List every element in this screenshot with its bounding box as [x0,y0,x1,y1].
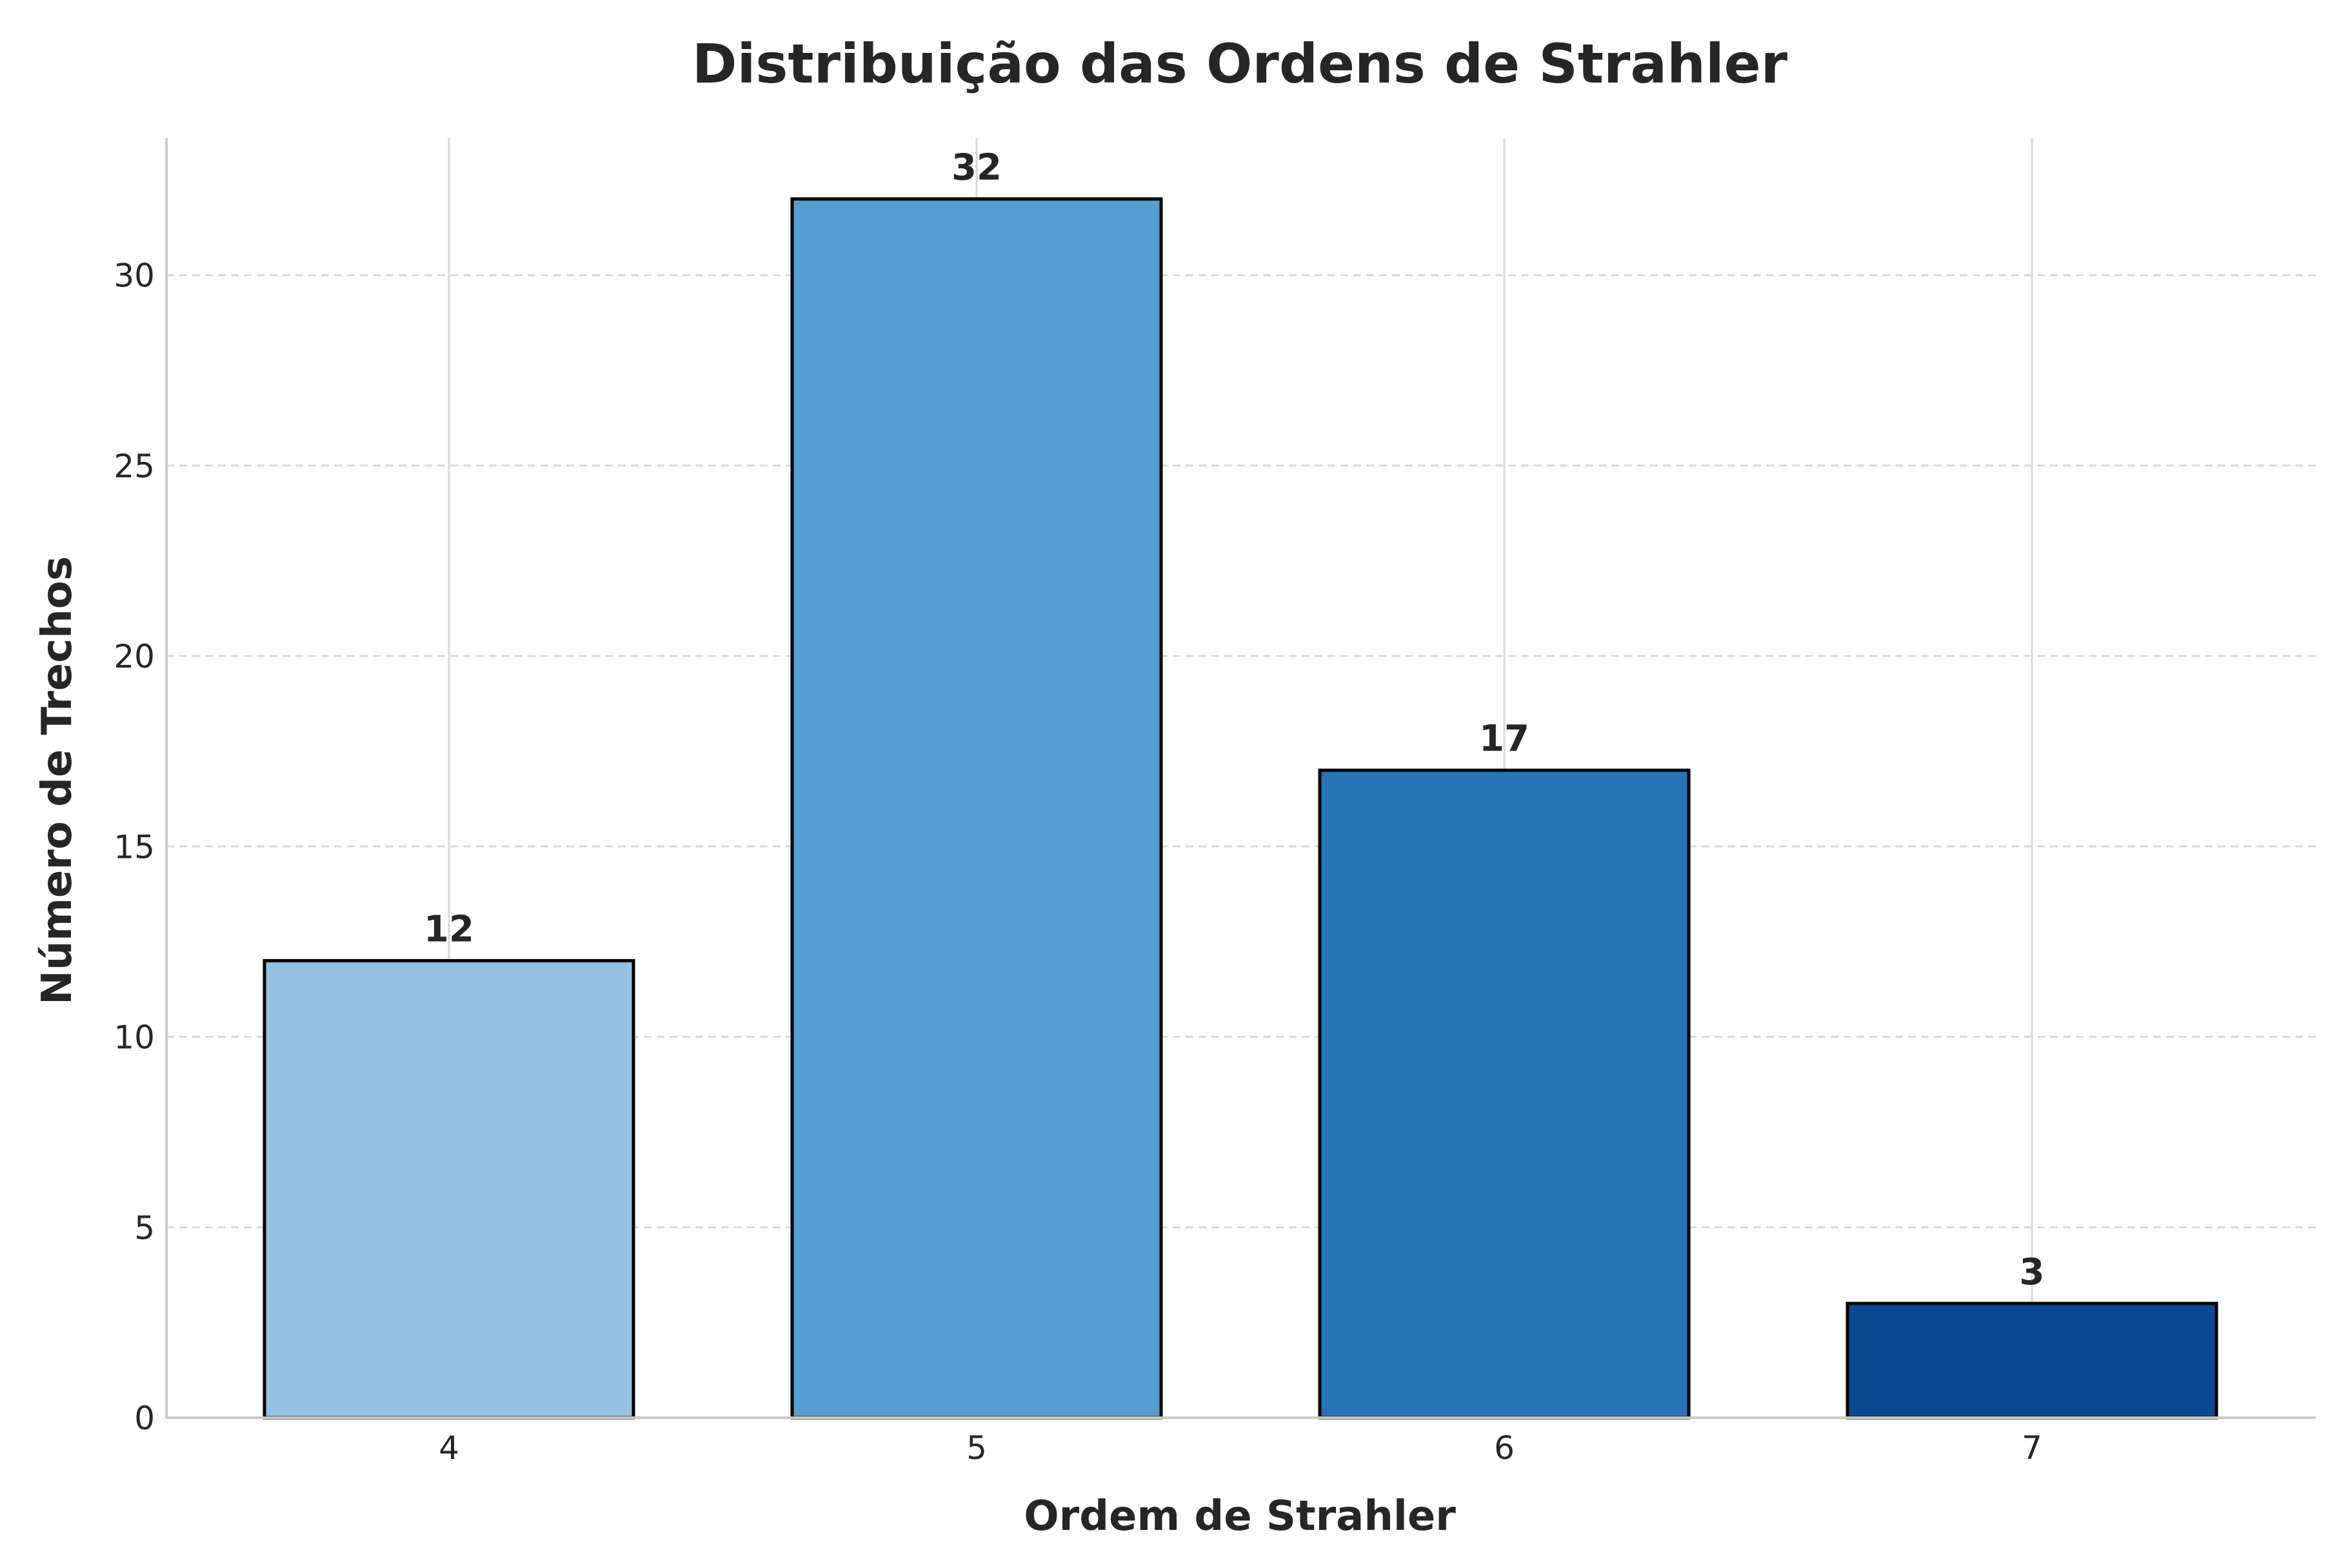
bar-value-label: 17 [1479,718,1529,760]
bar-value-label: 3 [2020,1251,2045,1293]
y-tick-label: 20 [114,638,155,675]
bar-layer [263,197,2218,1420]
axis-layer [165,138,2316,1419]
bar-value-label: 32 [951,146,1002,188]
label-layer: 0 5 10 15 20 25 30 4 5 6 7 12 32 17 3 [114,146,2044,1467]
y-axis-label: Número de Trechos [34,556,81,1005]
y-tick-label: 25 [114,448,155,485]
bar-value-label: 12 [424,908,474,950]
bar-5 [790,197,1163,1420]
y-tick-label: 30 [114,257,155,295]
bar-6 [1318,768,1691,1420]
y-tick-label: 5 [134,1209,155,1247]
y-tick-label: 0 [134,1400,155,1437]
bar-7 [1846,1302,2218,1420]
bar-4 [263,958,635,1420]
x-tick-label: 7 [2022,1429,2042,1467]
x-tick-label: 6 [1494,1429,1515,1467]
x-tick-label: 5 [966,1429,987,1467]
x-tick-label: 4 [439,1429,459,1467]
x-axis-label: Ordem de Strahler [1024,1493,1456,1540]
chart-title: Distribuição das Ordens de Strahler [692,32,1788,95]
y-tick-label: 15 [114,828,155,866]
y-tick-label: 10 [114,1019,155,1057]
